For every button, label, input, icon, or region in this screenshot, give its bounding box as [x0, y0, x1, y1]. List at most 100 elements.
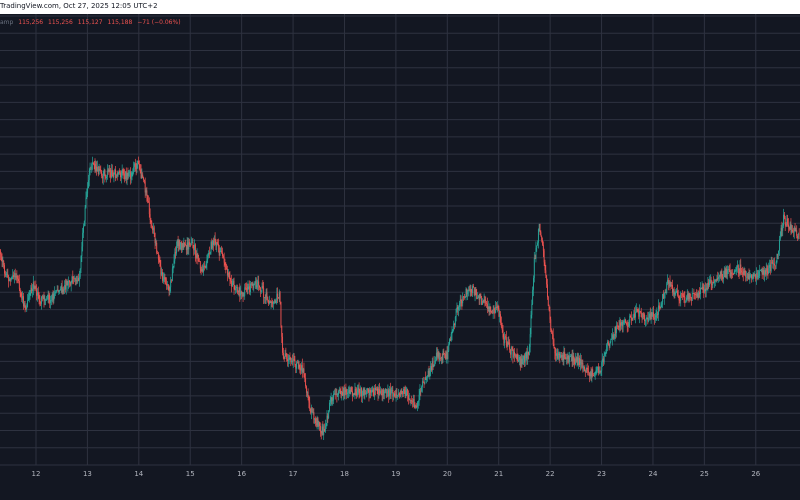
- candle: [702, 283, 704, 293]
- candle: [538, 223, 540, 232]
- candle-body: [770, 262, 772, 271]
- candle: [90, 166, 92, 170]
- candle-body: [653, 312, 655, 319]
- candle: [494, 307, 496, 319]
- candle-body: [176, 246, 177, 254]
- candle: [745, 270, 747, 282]
- candle-body: [440, 357, 441, 359]
- candle: [355, 386, 357, 396]
- candle-body: [192, 242, 194, 249]
- candle-body: [92, 162, 94, 164]
- candle: [525, 351, 527, 361]
- candle-body: [797, 235, 798, 239]
- candle-body: [736, 267, 738, 270]
- candle: [174, 248, 176, 264]
- candle-body: [429, 371, 431, 377]
- candle: [501, 322, 503, 333]
- candle: [624, 317, 626, 326]
- candle: [347, 386, 349, 399]
- candle: [614, 326, 616, 342]
- candle: [327, 413, 329, 423]
- candle-body: [468, 289, 470, 291]
- candle: [613, 334, 615, 340]
- candle-body: [433, 365, 435, 368]
- candle: [458, 301, 460, 311]
- candle-body: [226, 267, 228, 269]
- candle-body: [384, 391, 386, 394]
- candle-body: [142, 174, 144, 178]
- candle: [406, 387, 408, 397]
- candle: [615, 325, 617, 339]
- candle-body: [602, 358, 604, 363]
- candle-body: [393, 393, 395, 397]
- candle-body: [798, 233, 800, 235]
- candle-body: [463, 296, 464, 298]
- candle: [433, 364, 435, 368]
- candle-body: [421, 381, 423, 387]
- candle: [325, 423, 327, 429]
- candle: [762, 268, 764, 275]
- candle-body: [159, 260, 161, 267]
- candle: [4, 262, 5, 278]
- candle: [240, 290, 242, 300]
- candle: [597, 366, 599, 373]
- candle: [512, 345, 514, 364]
- candle-body: [790, 224, 792, 233]
- candle: [28, 290, 30, 303]
- candle: [413, 394, 415, 409]
- candle: [741, 266, 743, 278]
- candle-body: [332, 400, 334, 402]
- candle-body: [127, 172, 129, 177]
- candle: [496, 302, 497, 311]
- candle: [610, 338, 612, 344]
- candle: [650, 308, 652, 324]
- candle-body: [352, 394, 354, 397]
- candle: [746, 273, 748, 282]
- chart-plot-area[interactable]: [0, 14, 800, 500]
- candle: [205, 261, 207, 269]
- candle-body: [784, 217, 786, 225]
- candle: [324, 419, 326, 433]
- candle: [720, 270, 722, 281]
- candle-body: [275, 301, 277, 304]
- candle: [363, 387, 365, 399]
- candle: [386, 389, 388, 398]
- candle-body: [781, 227, 783, 231]
- candle-body: [59, 289, 61, 292]
- candle-body: [625, 319, 627, 324]
- candle: [456, 302, 458, 313]
- candle: [477, 294, 479, 299]
- candle: [764, 268, 766, 277]
- symbol-label: amp: [0, 19, 14, 26]
- candle: [33, 280, 35, 292]
- candle-body: [44, 299, 46, 302]
- candle-body: [763, 270, 765, 276]
- candle-body: [668, 281, 670, 284]
- candle-body: [494, 309, 496, 313]
- candle-body: [615, 327, 617, 334]
- candle: [206, 254, 208, 271]
- x-tick-label: 23: [597, 470, 606, 478]
- candle: [384, 389, 386, 400]
- candle: [419, 384, 421, 401]
- candle-body: [493, 309, 495, 310]
- candle-body: [118, 171, 120, 174]
- candle-body: [603, 354, 605, 363]
- candle: [518, 354, 520, 363]
- candle-body: [551, 332, 553, 335]
- candle: [11, 275, 13, 280]
- candle: [268, 295, 270, 305]
- candle-body: [468, 289, 469, 292]
- candle: [661, 301, 663, 308]
- candle-body: [169, 287, 171, 291]
- candle-body: [205, 264, 207, 268]
- candle-body: [641, 317, 643, 318]
- candle-body: [161, 272, 163, 275]
- candle: [753, 272, 755, 279]
- candle-body: [11, 277, 13, 280]
- candle-body: [742, 273, 744, 276]
- candle-body: [269, 301, 271, 303]
- candle: [102, 170, 104, 185]
- candle: [435, 347, 437, 362]
